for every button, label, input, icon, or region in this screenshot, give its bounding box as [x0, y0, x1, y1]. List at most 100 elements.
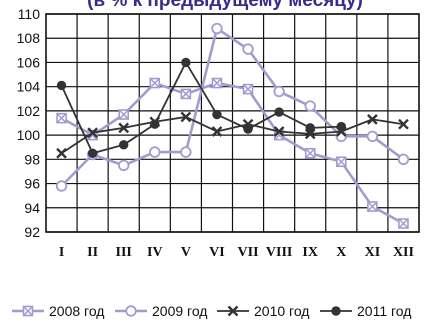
series-2-point-1-cross [87, 127, 98, 139]
series-1-point-8-ring [304, 100, 316, 112]
series-3-point-1 [87, 148, 98, 158]
series-3-point-3-dot [150, 119, 160, 129]
series-0-point-8 [304, 147, 316, 159]
legend-swatch-marker-3-dot [331, 306, 341, 316]
series-0-point-3 [149, 77, 161, 89]
series-3-point-0-dot [56, 80, 67, 91]
series-3-point-3 [150, 119, 160, 129]
series-3-point-5 [212, 109, 222, 120]
y-tick-label-0: 92 [24, 224, 40, 240]
x-tick-label-11: XII [393, 245, 414, 260]
series-2-point-4 [180, 111, 192, 123]
series-2-point-1 [87, 127, 98, 139]
series-3-point-8 [305, 123, 315, 133]
series-2-point-5-cross [211, 126, 223, 137]
x-tick-label-4: V [181, 245, 191, 260]
series-3-point-2 [119, 140, 129, 150]
series-layer [55, 22, 410, 229]
y-tick-label-9: 110 [18, 6, 41, 22]
series-0-point-11-cross [398, 218, 409, 229]
chart-title: (в % к предыдущему месяцу) [87, 0, 363, 11]
legend-item-1: 2009 год [115, 303, 207, 319]
series-2-point-0 [56, 147, 67, 159]
legend-swatch-marker-0-cross [22, 305, 34, 317]
series-1 [55, 22, 410, 192]
series-1-point-4-ring [180, 146, 192, 158]
y-tick-label-6: 104 [17, 79, 41, 95]
legend-swatch-marker-1-ring [125, 305, 137, 317]
series-2-point-2 [118, 122, 130, 134]
series-2-point-4-cross [180, 111, 192, 123]
series-3-point-8-dot [305, 123, 315, 133]
series-1-point-6-ring [242, 43, 254, 55]
series-3-point-9-dot [336, 121, 346, 132]
x-tick-label-3: IV [147, 245, 163, 260]
legend-item-3: 2011 год [320, 303, 411, 319]
grid [45, 13, 420, 233]
series-2-point-11-cross [398, 118, 409, 130]
series-3-line [60, 61, 342, 155]
series-1-point-7-ring [273, 85, 285, 98]
series-1-point-3-ring [149, 146, 161, 158]
series-2-point-11 [398, 118, 409, 130]
series-3-point-9 [336, 121, 346, 132]
series-2-point-0-cross [56, 147, 67, 159]
series-0-point-10 [367, 201, 378, 212]
series-0-point-5 [211, 77, 223, 89]
series-0-point-8-cross [305, 148, 316, 159]
x-axis-ticks: I II III IV V VI VII VIII IX X XI XII [59, 245, 414, 260]
series-1-point-6 [242, 43, 254, 55]
series-0 [56, 77, 409, 229]
x-tick-label-0: I [59, 245, 64, 260]
series-1-point-7 [273, 85, 285, 98]
x-tick-label-8: IX [302, 245, 318, 260]
series-1-point-10-ring [366, 130, 379, 143]
series-3 [56, 57, 346, 158]
legend-item-2: 2010 год [217, 303, 309, 319]
legend-label-2: 2010 год [254, 303, 309, 319]
series-1-point-0-ring [55, 180, 68, 192]
series-3-point-4 [181, 57, 191, 68]
series-1-point-5-ring [211, 22, 223, 35]
x-tick-label-1: II [87, 245, 98, 260]
series-0-point-4-cross [180, 88, 191, 99]
series-3-point-1-dot [87, 148, 98, 158]
series-0-point-9 [335, 156, 347, 168]
x-tick-label-5: VI [209, 245, 225, 260]
series-1-point-11-ring [397, 153, 410, 166]
series-2-point-10-cross [367, 114, 378, 125]
series-3-point-7 [274, 107, 284, 117]
series-2-point-10 [367, 114, 378, 125]
x-tick-label-10: XI [365, 245, 381, 260]
series-0-point-0 [56, 112, 67, 124]
series-1-point-0 [55, 180, 68, 192]
series-3-point-0 [56, 80, 67, 91]
series-0-point-11 [398, 218, 409, 229]
y-axis-ticks: 92 94 96 98 100 102 104 106 108 110 [17, 6, 41, 240]
series-3-point-7-dot [274, 107, 284, 117]
y-tick-label-3: 98 [24, 151, 40, 167]
legend-swatch-marker-0 [22, 305, 34, 317]
series-2-point-2-cross [118, 122, 130, 134]
series-2-point-7 [273, 126, 285, 137]
series-1-point-11 [397, 153, 410, 166]
series-0-point-3-cross [149, 78, 160, 89]
y-tick-label-4: 100 [17, 127, 41, 143]
y-tick-label-7: 106 [17, 54, 41, 70]
series-3-point-6 [243, 124, 253, 134]
series-0-point-10-cross [367, 201, 378, 212]
series-2-line [61, 116, 404, 155]
series-2-point-5 [211, 126, 223, 137]
series-0-point-2-cross [118, 109, 129, 120]
series-0-point-4 [180, 88, 192, 100]
legend-swatch-marker-1 [125, 305, 137, 317]
legend-label-1: 2009 год [152, 303, 207, 319]
legend-item-0: 2008 год [12, 303, 104, 319]
series-3-point-4-dot [181, 57, 191, 68]
series-0-point-0-cross [56, 113, 67, 124]
series-1-point-4 [180, 146, 192, 158]
y-tick-label-5: 102 [17, 103, 41, 119]
x-tick-label-7: VIII [266, 245, 292, 260]
series-1-point-3 [149, 146, 161, 158]
